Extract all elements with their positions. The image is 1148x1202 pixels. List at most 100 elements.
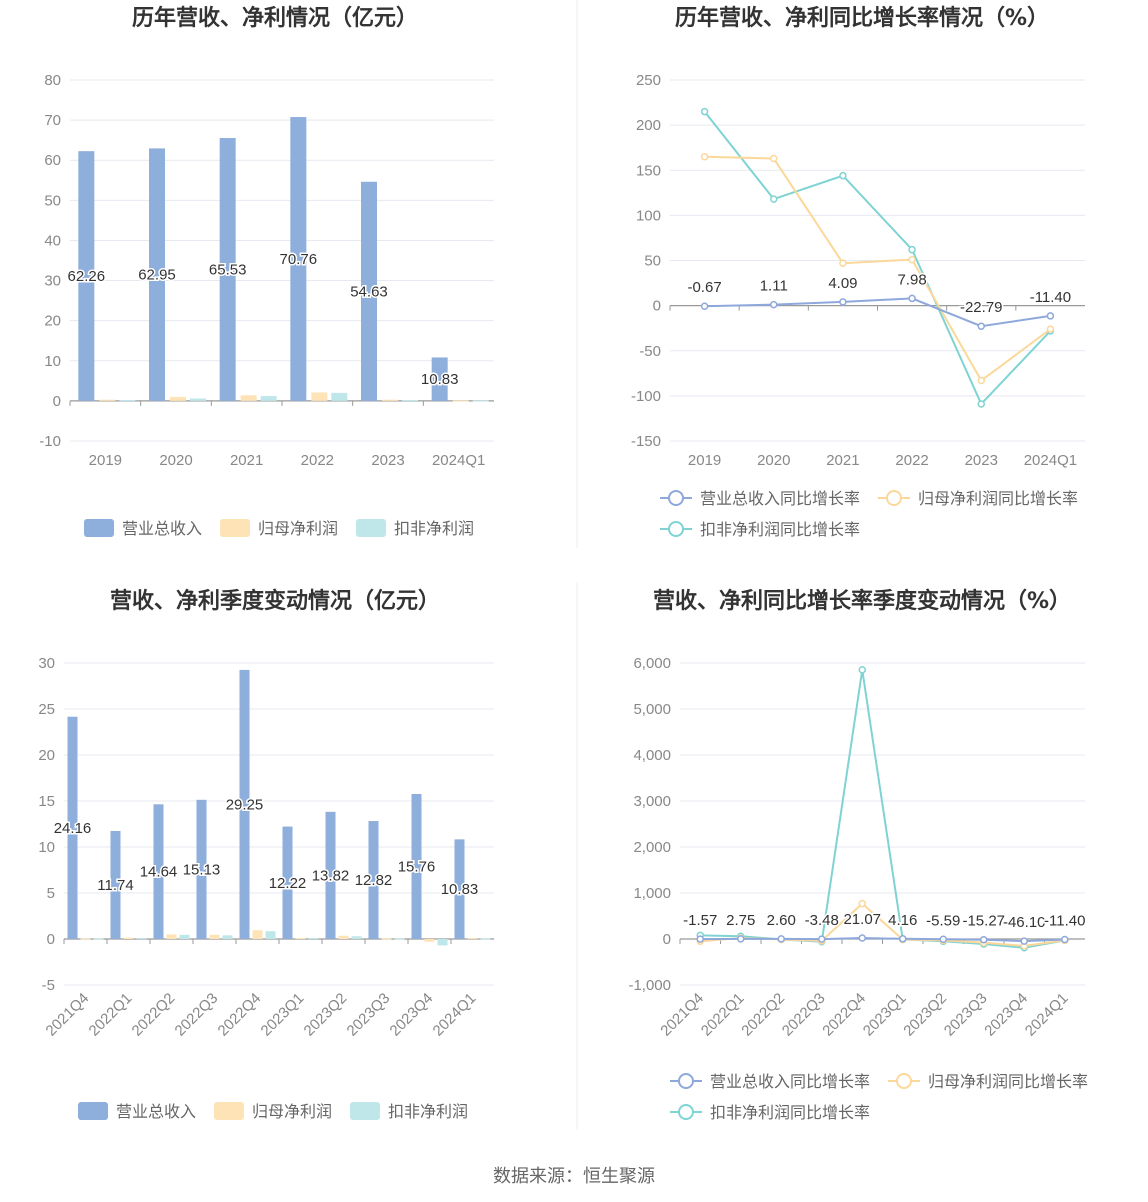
data-point[interactable] [899,935,907,943]
bar[interactable] [290,117,307,401]
bar[interactable] [110,830,121,939]
data-point[interactable] [1046,312,1055,320]
data-point[interactable] [1020,937,1028,945]
legend-item[interactable]: 归母净利润 [214,1102,332,1121]
bar[interactable] [265,931,276,939]
legend-marker [896,1073,912,1089]
line-value-label: -11.40 [1044,913,1085,930]
legend-item[interactable]: 归母净利润同比增长率 [888,1072,1088,1091]
bar[interactable] [170,396,186,401]
bar[interactable] [219,138,236,401]
data-point[interactable] [770,154,778,163]
bar[interactable] [119,400,136,402]
legend-item[interactable]: 扣非净利润同比增长率 [660,520,860,539]
bar[interactable] [78,151,95,401]
bar[interactable] [402,400,418,402]
data-point[interactable] [939,935,947,944]
data-point[interactable] [908,255,916,264]
legend-item[interactable]: 归母净利润同比增长率 [878,489,1078,508]
data-point[interactable] [818,935,826,943]
bar[interactable] [282,826,293,939]
bar[interactable] [153,804,164,939]
bar[interactable] [480,938,491,940]
legend-item[interactable]: 营业总收入同比增长率 [670,1072,870,1091]
data-point[interactable] [737,935,745,943]
bar[interactable] [166,934,177,939]
bar[interactable] [454,839,465,939]
data-point[interactable] [839,259,847,267]
data-point[interactable] [1061,935,1069,944]
bar[interactable] [295,938,306,940]
bar[interactable] [382,399,398,401]
bar[interactable] [424,939,435,942]
data-point[interactable] [858,899,866,908]
data-point[interactable] [1046,325,1055,333]
bar[interactable] [190,398,206,401]
bar[interactable] [260,396,277,401]
bar[interactable] [325,811,336,939]
bar[interactable] [196,799,207,939]
x-tick-label: 2023 [965,452,998,469]
bar[interactable] [351,936,362,939]
legend-item[interactable]: 归母净利润 [220,519,338,538]
legend-item[interactable]: 营业总收入 [84,519,202,538]
legend-item[interactable]: 扣非净利润 [350,1102,468,1121]
bar[interactable] [80,938,91,940]
x-tick-label: 2022 [301,452,334,469]
data-point[interactable] [908,245,916,254]
bar[interactable] [467,938,478,940]
bar[interactable] [136,938,147,940]
data-point[interactable] [700,152,709,161]
data-point[interactable] [839,171,847,180]
data-point[interactable] [908,294,916,303]
bar[interactable] [93,938,104,940]
bar[interactable] [452,400,469,402]
data-point[interactable] [839,298,847,306]
legend-item[interactable]: 扣非净利润 [356,519,474,538]
bar[interactable] [123,937,134,939]
bar[interactable] [411,794,422,939]
x-tick-label: 2022Q1 [698,990,748,1040]
bar[interactable] [368,821,379,939]
bar[interactable] [179,934,190,939]
data-point[interactable] [700,302,709,310]
bar[interactable] [394,938,405,940]
data-point[interactable] [858,934,866,942]
data-point[interactable] [858,666,866,674]
data-point[interactable] [977,322,985,330]
x-tick-label: 2024Q1 [432,452,485,469]
bar[interactable] [431,357,448,401]
data-point[interactable] [696,935,704,943]
legend-item[interactable]: 扣非净利润同比增长率 [670,1103,870,1122]
data-point[interactable] [770,195,778,203]
bar[interactable] [209,934,220,939]
bar[interactable] [67,716,78,939]
legend-item[interactable]: 营业总收入 [78,1102,196,1121]
bar[interactable] [149,148,165,401]
bar[interactable] [239,669,250,939]
bar[interactable] [99,399,116,401]
chart-4: 营收、净利同比增长率季度变动情况（%） 6,000 5,000 4,000 3,000 2… [628,588,1088,1122]
bar[interactable] [240,395,257,401]
bar[interactable] [252,930,263,939]
bar[interactable] [331,392,348,401]
data-point[interactable] [977,376,985,385]
bar[interactable] [222,935,233,939]
bar[interactable] [381,938,392,940]
x-tick-label: 2019 [89,452,122,469]
data-point[interactable] [700,107,709,116]
bar[interactable] [308,938,319,940]
bar[interactable] [311,392,328,401]
data-point[interactable] [777,935,785,943]
bar[interactable] [338,935,349,939]
data-point[interactable] [977,400,985,408]
data-point[interactable] [980,935,988,944]
bar[interactable] [472,400,489,402]
legend-item[interactable]: 营业总收入同比增长率 [660,489,860,508]
bar[interactable] [361,181,377,401]
bar[interactable] [437,939,448,946]
data-point[interactable] [770,300,778,309]
bar-value-label: 65.53 [209,261,247,278]
